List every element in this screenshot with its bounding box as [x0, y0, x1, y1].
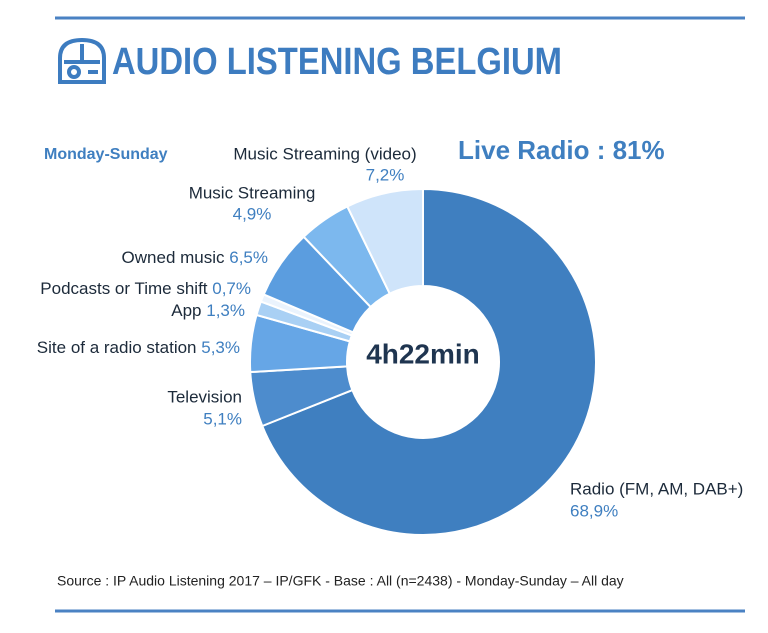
- value-label: 6,5%: [229, 248, 268, 267]
- subtitle: Monday-Sunday: [44, 146, 168, 163]
- chart-title: AUDIO LISTENING BELGIUM: [112, 41, 562, 83]
- annotation: Live Radio : 81%: [458, 135, 665, 165]
- donut-slice: [345, 187, 424, 295]
- slice-label: Music Streaming (video): [233, 144, 416, 163]
- slice-label: Television: [167, 387, 242, 406]
- value-label: 0,7%: [212, 279, 251, 298]
- value-label: 5,3%: [201, 338, 240, 357]
- slice-label: Music Streaming: [189, 183, 316, 202]
- slice-label: Site of a radio station: [37, 338, 197, 357]
- slice-label: App: [171, 301, 201, 320]
- value-label: 68,9%: [570, 501, 618, 520]
- center-label: 4h22min: [366, 338, 480, 369]
- slice-label-group: Podcasts or Time shift 0,7%: [40, 279, 251, 298]
- value-label: 4,9%: [233, 204, 272, 223]
- slice-label: Podcasts or Time shift: [40, 279, 208, 298]
- value-label: 5,1%: [203, 409, 242, 428]
- radio-icon: [58, 37, 106, 84]
- value-label: 7,2%: [366, 165, 405, 184]
- source: Source : IP Audio Listening 2017 – IP/GF…: [57, 573, 624, 589]
- slice-label-group: App 1,3%: [171, 301, 245, 320]
- slice-label-group: Owned music 6,5%: [122, 248, 268, 267]
- value-label: 1,3%: [206, 301, 245, 320]
- slice-label: Radio (FM, AM, DAB+): [570, 479, 743, 498]
- slice-label: Owned music: [122, 248, 225, 267]
- donut-slice: [260, 187, 597, 536]
- donut: [249, 187, 597, 536]
- slice-label-group: Site of a radio station 5,3%: [37, 338, 240, 357]
